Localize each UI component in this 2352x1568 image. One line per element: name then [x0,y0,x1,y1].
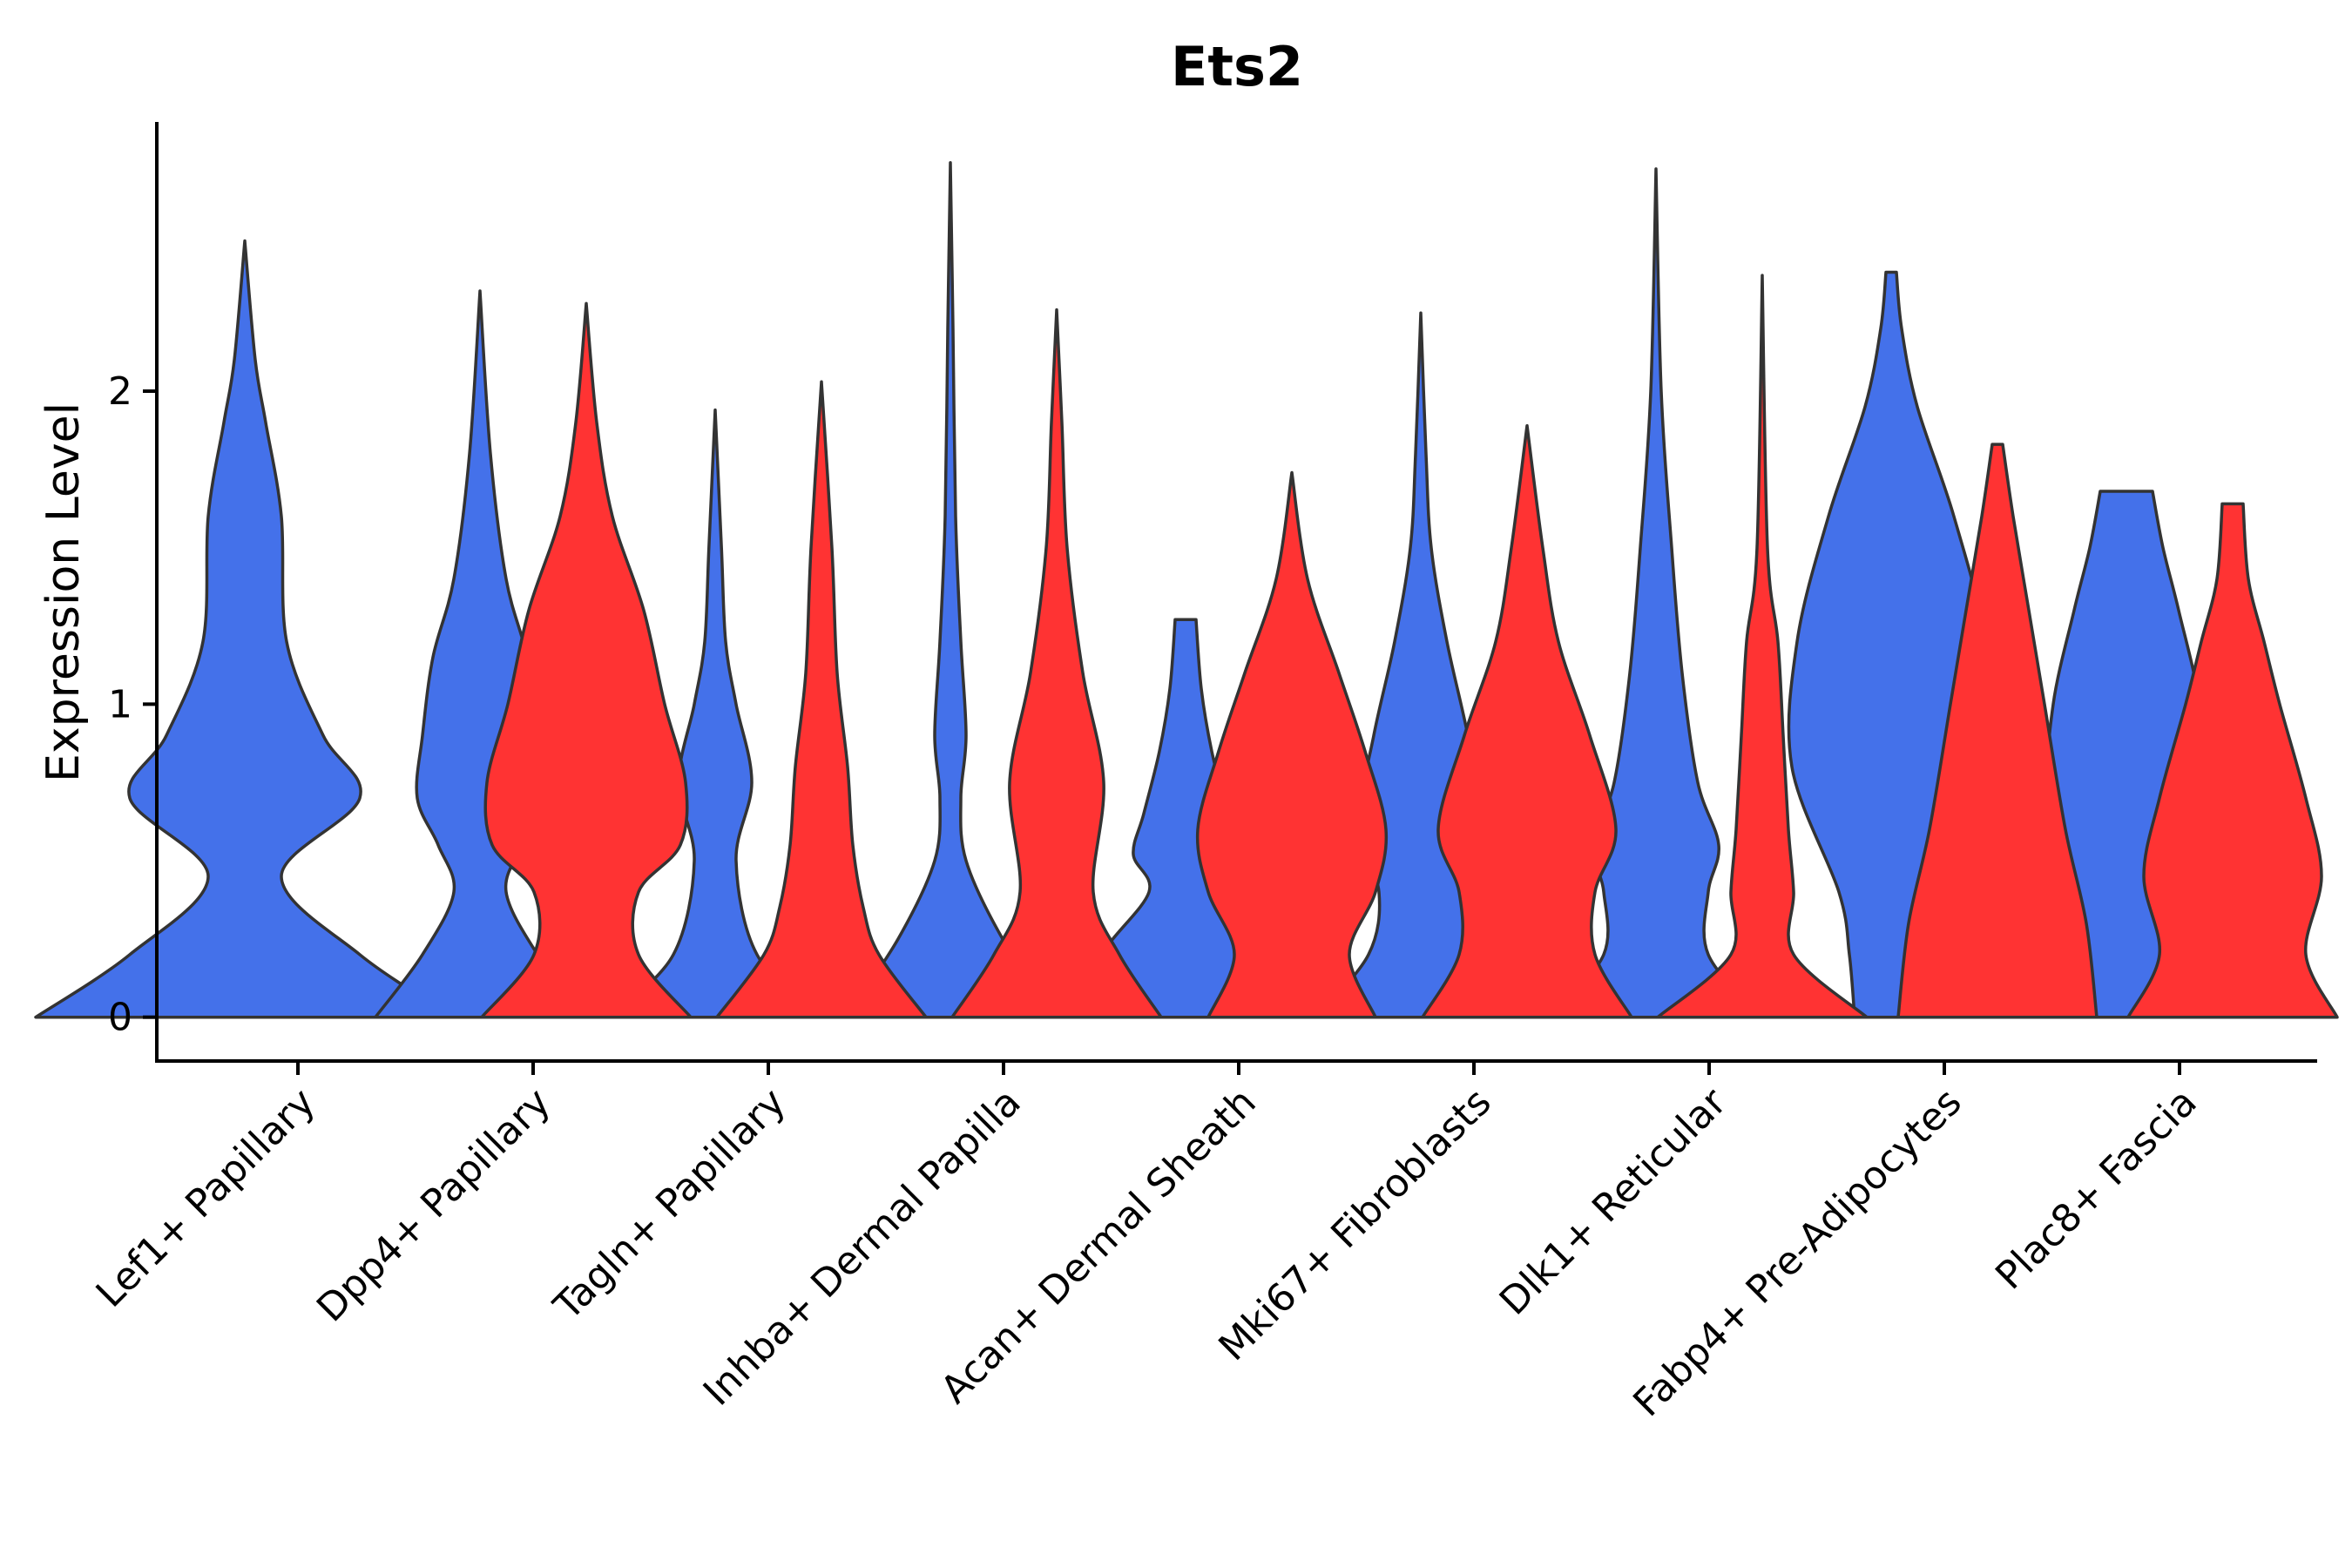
violin-red-6 [1656,274,1869,1019]
violin-layer [34,160,2339,1019]
chart-title: Ets2 [1171,35,1303,98]
x-tick-label: Lef1+ Papillary [88,1080,324,1316]
violin-red-2 [715,380,928,1019]
axes-layer [155,122,2317,1063]
violin-red-8 [2126,502,2339,1019]
y-axis-label: Expression Level [37,402,90,782]
violin-red-7 [1896,443,2099,1019]
x-tick-label: Dlk1+ Reticular [1491,1079,1736,1324]
violin-blue-3 [844,160,1057,1019]
y-ticks: 0 1 2 [108,369,157,1040]
x-tick-label: Tagln+ Papillary [545,1080,794,1329]
violin-blue-2 [609,408,821,1019]
violin-red-1 [480,301,693,1019]
x-tick-label: Mki67+ Fibroblasts [1210,1080,1499,1369]
y-tick-label: 1 [108,682,132,727]
violin-red-4 [1195,470,1389,1019]
y-tick-label: 0 [108,996,132,1040]
x-tick-label: Plac8+ Fascia [1987,1080,2206,1299]
y-tick-label: 2 [108,369,132,414]
violin-blue-0 [34,239,456,1019]
violin-red-5 [1421,423,1633,1019]
violin-red-3 [950,308,1163,1019]
x-tick-label: Dpp4+ Papillary [308,1080,559,1331]
